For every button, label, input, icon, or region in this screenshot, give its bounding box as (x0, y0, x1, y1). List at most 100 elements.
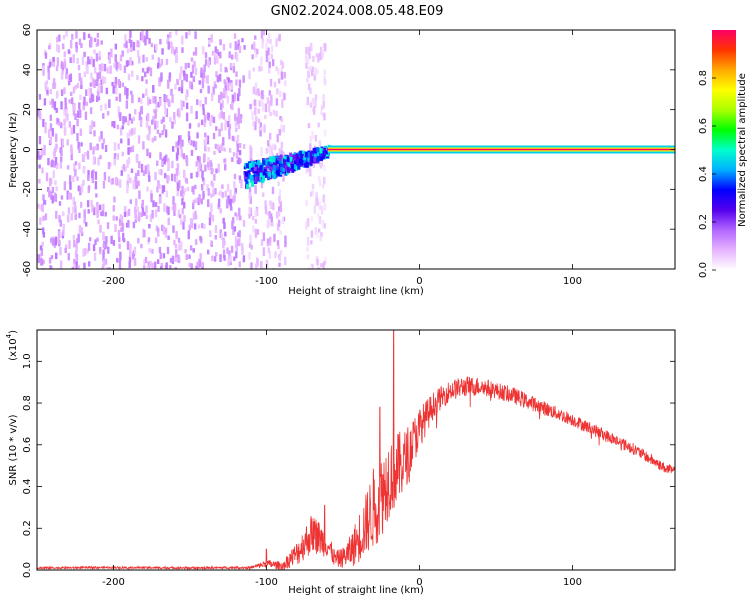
heatmap-cell (260, 180, 264, 189)
heatmap-cell (171, 46, 175, 52)
heatmap-cell (251, 54, 254, 60)
heatmap-cell (147, 237, 151, 242)
heatmap-cell (100, 40, 103, 45)
heatmap-cell (168, 75, 171, 82)
heatmap-cell (171, 206, 174, 211)
heatmap-cell (318, 201, 321, 210)
heatmap-cell (178, 243, 181, 251)
heatmap-cell (180, 66, 183, 74)
heatmap-cell (319, 153, 323, 158)
heatmap-cell (82, 167, 85, 174)
heatmap-cell (155, 225, 159, 232)
heatmap-cell (226, 183, 230, 192)
heatmap-cell (228, 123, 232, 130)
heatmap-cell (200, 119, 204, 126)
heatmap-cell (102, 138, 106, 144)
heatmap-cell (260, 239, 264, 246)
heatmap-cell (76, 176, 79, 181)
heatmap-cell (194, 210, 197, 219)
heatmap-cell (222, 111, 226, 120)
heatmap-cell (62, 211, 65, 217)
heatmap-cell (308, 66, 311, 72)
heatmap-cell (284, 164, 288, 171)
heatmap-cell (322, 94, 325, 100)
heatmap-cell (269, 157, 273, 163)
heatmap-cell (313, 157, 317, 163)
heatmap-cell (48, 45, 51, 50)
heatmap-cell (102, 203, 105, 211)
heatmap-cell (206, 135, 210, 145)
heatmap-cell (260, 66, 264, 72)
heatmap-cell (278, 262, 281, 267)
heatmap-cell (70, 154, 73, 161)
heatmap-cell (152, 96, 155, 104)
heatmap-cell (85, 61, 89, 70)
heatmap-cell (215, 252, 218, 257)
heatmap-cell (77, 185, 80, 192)
heatmap-cell (303, 158, 307, 165)
heatmap-cell (125, 40, 128, 49)
heatmap-cell (315, 53, 319, 58)
heatmap-cell (175, 54, 178, 63)
heatmap-cell (166, 246, 170, 255)
heatmap-cell (42, 67, 45, 76)
heatmap-cell (114, 76, 118, 85)
heatmap-cell (180, 241, 183, 250)
heatmap-cell (56, 90, 59, 99)
heatmap-cell (262, 192, 265, 197)
heatmap-cell (237, 232, 240, 237)
heatmap-cell (194, 31, 197, 40)
heatmap-cell (163, 203, 166, 212)
heatmap-cell (74, 169, 77, 177)
heatmap-cell (67, 74, 71, 83)
heatmap-cell (141, 207, 145, 216)
heatmap-cell (262, 30, 266, 36)
heatmap-cell (96, 38, 100, 46)
heatmap-cell (121, 50, 124, 57)
heatmap-cell (284, 235, 287, 244)
snr-series-line (37, 330, 675, 570)
heatmap-cell (192, 51, 196, 56)
heatmap-cell (232, 226, 235, 236)
heatmap-cell (48, 61, 52, 68)
heatmap-cell (281, 99, 284, 108)
heatmap-cell (202, 190, 205, 200)
heatmap-cell (203, 114, 207, 124)
heatmap-cell (251, 161, 255, 168)
heatmap-cell (225, 198, 229, 208)
heatmap-cell (191, 64, 195, 74)
heatmap-cell (74, 85, 77, 90)
heatmap-cell (207, 60, 211, 68)
heatmap-cell (202, 103, 205, 110)
heatmap-cell (47, 65, 50, 73)
heatmap-cell (282, 216, 286, 222)
heatmap-cell (314, 227, 318, 235)
heatmap-cell (137, 211, 141, 221)
heatmap-cell (280, 117, 284, 123)
heatmap-cell (222, 249, 226, 259)
heatmap-cell (238, 79, 242, 88)
heatmap-cell (89, 82, 93, 87)
heatmap-cell (114, 176, 118, 186)
heatmap-cell (321, 54, 324, 60)
heatmap-cell (80, 43, 83, 49)
heatmap-cell (259, 122, 262, 128)
heatmap-cell (73, 239, 76, 248)
heatmap-cell (156, 129, 160, 134)
heatmap-cell (93, 67, 97, 74)
heatmap-cell (309, 87, 312, 95)
heatmap-cell (271, 186, 275, 195)
heatmap-cell (192, 212, 196, 221)
heatmap-cell (260, 126, 264, 132)
heatmap-cell (318, 215, 322, 224)
heatmap-cell (167, 235, 170, 240)
heatmap-cell (228, 128, 231, 136)
heatmap-cell (320, 205, 324, 215)
heatmap-cell (127, 208, 131, 216)
heatmap-cell (253, 166, 257, 172)
heatmap-cell (64, 244, 68, 249)
heatmap-cell (273, 81, 277, 88)
heatmap-cell (219, 144, 222, 151)
heatmap-cell (173, 112, 176, 120)
heatmap-cell (49, 114, 53, 121)
